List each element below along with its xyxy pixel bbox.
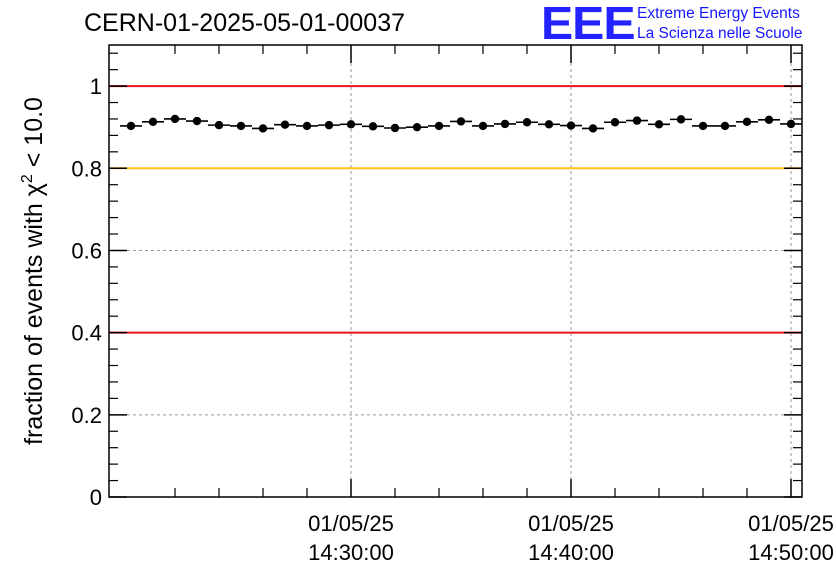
x-tick-date-label: 01/05/25: [308, 511, 394, 536]
tick-labels: 0 0.2 0.4 0.6 0.8 1 01/05/25 14:30:00 01/05/25 14…: [71, 74, 833, 565]
data-points: [120, 114, 802, 133]
axis-ticks: [109, 45, 802, 498]
data-point: [456, 117, 466, 126]
data-point: [632, 116, 642, 125]
y-tick-label: 0.8: [71, 156, 102, 181]
y-tick-label: 0.2: [71, 403, 102, 428]
data-point: [742, 117, 752, 127]
data-point: [654, 120, 664, 129]
data-point: [566, 121, 576, 130]
x-tick-date-label: 01/05/25: [528, 511, 614, 536]
data-point: [500, 119, 510, 129]
logo-mark: EEE: [541, 0, 636, 49]
data-point: [522, 118, 532, 127]
data-point: [258, 124, 268, 133]
data-point: [368, 122, 378, 131]
data-point: [434, 121, 444, 131]
x-tick-time-label: 14:30:00: [308, 540, 394, 565]
data-point: [324, 120, 334, 130]
data-point: [544, 120, 554, 129]
x-tick-date-label: 01/05/25: [748, 511, 834, 536]
data-point: [676, 115, 686, 124]
data-point: [698, 121, 708, 131]
data-point: [170, 114, 180, 124]
data-point: [478, 121, 488, 131]
y-tick-label: 1: [90, 74, 102, 99]
data-point: [412, 122, 422, 132]
data-point: [214, 120, 224, 130]
data-point: [302, 121, 312, 131]
x-tick-time-label: 14:40:00: [528, 540, 614, 565]
x-tick-time-label: 14:50:00: [748, 540, 834, 565]
chart-title: CERN-01-2025-05-01-00037: [84, 9, 406, 37]
y-tick-label: 0.4: [71, 321, 102, 346]
data-point: [346, 120, 356, 129]
data-point: [786, 119, 796, 129]
logo-line-2: La Scienza nelle Scuole: [637, 25, 803, 42]
data-point: [126, 121, 136, 131]
y-axis-label: fraction of events with χ2 < 10.0: [19, 97, 48, 445]
logo-line-1: Extreme Energy Events: [637, 5, 800, 22]
data-point: [148, 117, 158, 127]
data-point: [192, 116, 202, 126]
data-point: [764, 115, 774, 124]
reference-lines: [109, 85, 802, 334]
data-point: [588, 124, 598, 133]
y-tick-label: 0: [90, 485, 102, 510]
data-point: [236, 121, 246, 131]
grid-layer: [109, 45, 802, 497]
plot-frame: [108, 44, 803, 498]
data-point: [720, 121, 730, 131]
data-point: [390, 123, 400, 133]
y-tick-label: 0.6: [71, 238, 102, 263]
data-point: [610, 118, 620, 127]
data-point: [280, 120, 290, 129]
